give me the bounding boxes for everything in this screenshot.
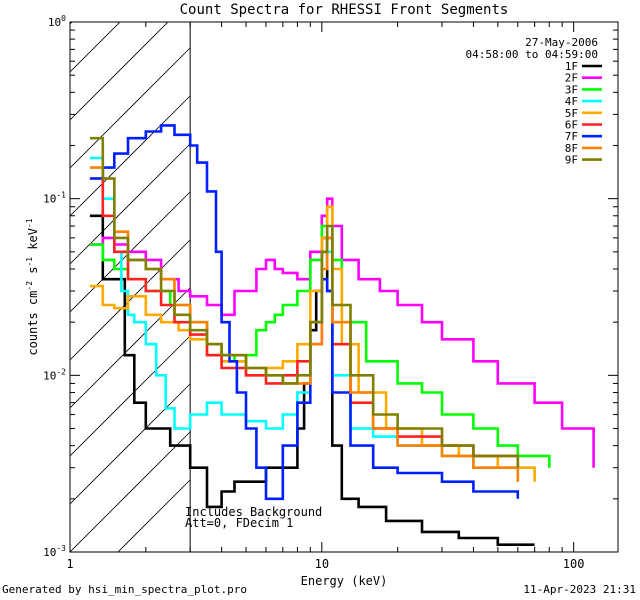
series-3F-line xyxy=(89,205,551,468)
legend-label-5F: 5F xyxy=(565,107,578,120)
hatch-line xyxy=(70,95,191,217)
attenuator-note: Att=0, FDecim 1 xyxy=(185,516,293,530)
legend-label-6F: 6F xyxy=(565,119,578,132)
background-note: Includes Background xyxy=(185,505,322,519)
hatch-line xyxy=(70,239,191,361)
plot-frame xyxy=(69,21,619,553)
legend-label-8F: 8F xyxy=(565,142,578,155)
x-tick-label: 1 xyxy=(66,557,73,571)
legend-label-3F: 3F xyxy=(565,83,578,96)
y-tick-label: 10-2 xyxy=(43,367,66,382)
y-tick-label: 100 xyxy=(48,14,66,29)
series-4F-line xyxy=(89,156,520,482)
chart-title: Count Spectra for RHESSI Front Segments xyxy=(180,2,509,18)
legend-label-4F: 4F xyxy=(565,95,578,108)
legend-label-9F: 9F xyxy=(565,154,578,167)
hatched-region xyxy=(70,22,191,552)
x-tick-label: 10 xyxy=(315,557,329,571)
legend-label-1F: 1F xyxy=(565,60,578,73)
y-axis-label: counts cm-2 s-1 keV-1 xyxy=(25,218,40,355)
y-tick-label: 10-1 xyxy=(43,191,66,206)
timestamp-text: 11-Apr-2023 21:31 xyxy=(523,583,636,596)
legend-label-7F: 7F xyxy=(565,130,578,143)
hatch-line xyxy=(70,287,191,409)
time-range-label: 04:58:00 to 04:59:00 xyxy=(466,48,598,61)
hatch-line xyxy=(70,22,73,25)
x-tick-label: 100 xyxy=(563,557,585,571)
series-7F-line xyxy=(89,124,520,501)
legend-label-2F: 2F xyxy=(565,72,578,85)
hatch-line xyxy=(70,22,169,121)
series-9F-line xyxy=(89,136,520,468)
y-tick-label: 10-3 xyxy=(43,544,66,559)
hatch-line xyxy=(70,383,191,505)
x-axis-label: Energy (keV) xyxy=(301,574,388,588)
hatch-line xyxy=(117,479,191,552)
generated-by-text: Generated by hsi_min_spectra_plot.pro xyxy=(2,583,248,596)
hatch-line xyxy=(70,143,191,265)
hatch-line xyxy=(70,47,191,169)
date-label: 27-May-2006 xyxy=(525,36,598,49)
hatch-line xyxy=(70,22,121,73)
series-1F-line xyxy=(89,214,535,546)
hatch-line xyxy=(70,335,191,457)
series-8F-line xyxy=(89,166,520,482)
hatch-line xyxy=(70,431,191,552)
